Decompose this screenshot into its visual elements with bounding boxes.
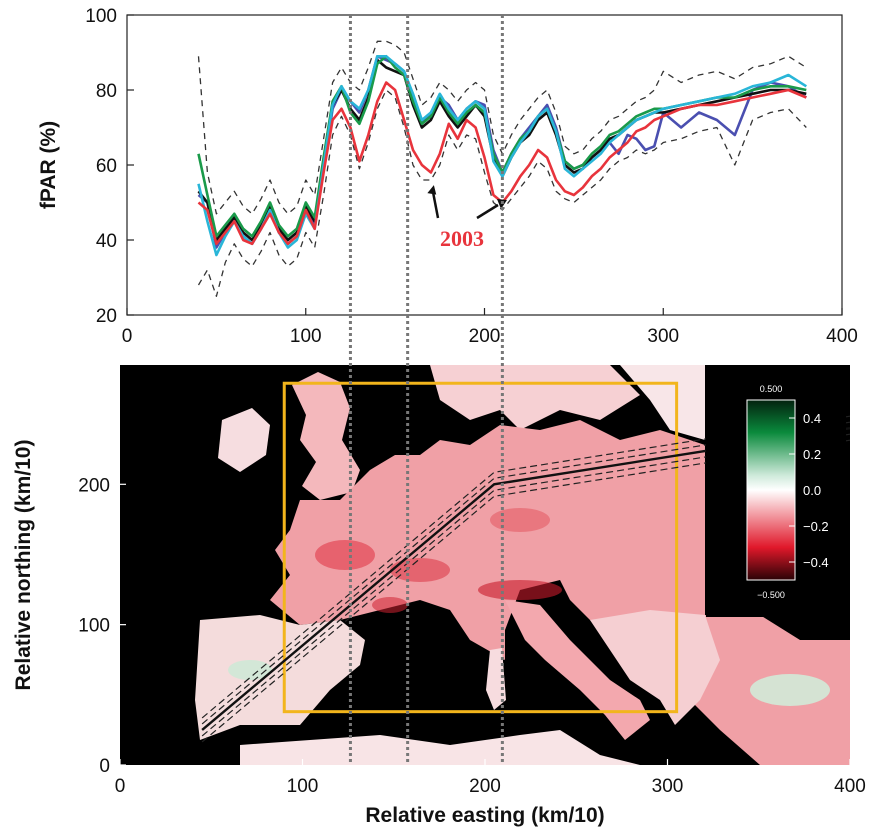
top-y-tick-label: 40 xyxy=(96,231,117,252)
map-y-axis-label: Relative northing (km/10) xyxy=(12,440,35,691)
series-line-envelope xyxy=(197,89,807,297)
colorbar-min-label: −0.500 xyxy=(757,590,785,600)
transect-crossing-lines xyxy=(348,15,504,765)
land-north-africa xyxy=(240,730,640,765)
colorbar-ramp xyxy=(746,399,796,581)
top-y-tick-label: 100 xyxy=(85,6,117,27)
top-x-tick-label: 100 xyxy=(290,326,322,347)
colorbar-ticks: 0.4 0.2 0.0 −0.2 −0.4 xyxy=(789,411,829,570)
land-iberia xyxy=(195,615,365,740)
top-x-tick-label: 400 xyxy=(826,326,858,347)
series-line-envelope xyxy=(197,40,807,215)
land-balkans xyxy=(590,610,720,725)
hotspot-west-france xyxy=(372,597,408,613)
study-area-box xyxy=(282,381,679,714)
land-ireland xyxy=(218,408,270,472)
hotspot-central xyxy=(390,558,450,582)
map-x-tick-label: 200 xyxy=(469,776,501,797)
colorbar-max-label: 0.500 xyxy=(760,384,783,394)
map-x-axis-label: Relative easting (km/10) xyxy=(365,804,604,827)
series-line-green xyxy=(197,55,807,238)
land-scandinavia xyxy=(430,365,640,430)
colorbar-tick-label: −0.2 xyxy=(803,519,829,534)
fpar-anomaly-map: 0.500 −0.500 0.4 0.2 0.0 −0.2 −0.4 0 100 200 30… xyxy=(12,365,866,827)
hotspot-france xyxy=(315,540,375,570)
series-line-2003 xyxy=(197,81,807,246)
series-line-cyan xyxy=(197,55,807,257)
hotspot-germany xyxy=(490,508,550,532)
fpar-line-chart: 0 100 200 300 400 20 40 60 80 100 fPAR (%) 2003 xyxy=(37,6,858,347)
top-x-tick-label: 300 xyxy=(647,326,679,347)
annotation-arrow-2 xyxy=(476,203,499,220)
annotation-2003: 2003 xyxy=(427,185,507,251)
annotation-arrow-1 xyxy=(431,191,440,219)
annotation-2003-label: 2003 xyxy=(440,226,484,251)
fpar-series-lines xyxy=(197,40,807,297)
top-x-tick-label: 0 xyxy=(122,326,133,347)
top-axis-ticks: 0 100 200 300 400 20 40 60 80 100 xyxy=(85,6,858,347)
top-y-tick-label: 20 xyxy=(96,306,117,327)
land-britain xyxy=(292,372,360,500)
colorbar-tick-label: −0.4 xyxy=(803,555,829,570)
map-x-tick-label: 0 xyxy=(115,776,126,797)
colorbar-tick-label: 0.2 xyxy=(803,447,821,462)
colorbar: 0.500 −0.500 0.4 0.2 0.0 −0.2 −0.4 xyxy=(706,367,846,617)
map-land xyxy=(195,365,850,765)
green-patch-east xyxy=(750,674,830,706)
map-y-tick-label: 0 xyxy=(99,756,110,777)
green-patch-iberia xyxy=(228,660,272,680)
map-x-tick-label: 400 xyxy=(834,776,866,797)
colorbar-tick-label: 0.4 xyxy=(803,411,821,426)
map-y-tick-label: 100 xyxy=(78,616,110,637)
series-line-blue xyxy=(197,55,807,249)
map-x-tick-label: 100 xyxy=(287,776,319,797)
colorbar-tick-label: 0.0 xyxy=(803,483,821,498)
land-italy xyxy=(505,600,650,740)
top-y-tick-label: 60 xyxy=(96,156,117,177)
top-y-axis-label: fPAR (%) xyxy=(37,121,60,209)
annotation-arrowhead-1 xyxy=(427,185,437,195)
map-axis-ticks: 0 100 200 300 400 0 100 200 xyxy=(78,475,866,797)
top-y-tick-label: 80 xyxy=(96,81,117,102)
top-x-tick-label: 200 xyxy=(469,326,501,347)
map-y-tick-label: 200 xyxy=(78,475,110,496)
hotspot-alps xyxy=(478,580,562,600)
map-x-tick-label: 300 xyxy=(652,776,684,797)
